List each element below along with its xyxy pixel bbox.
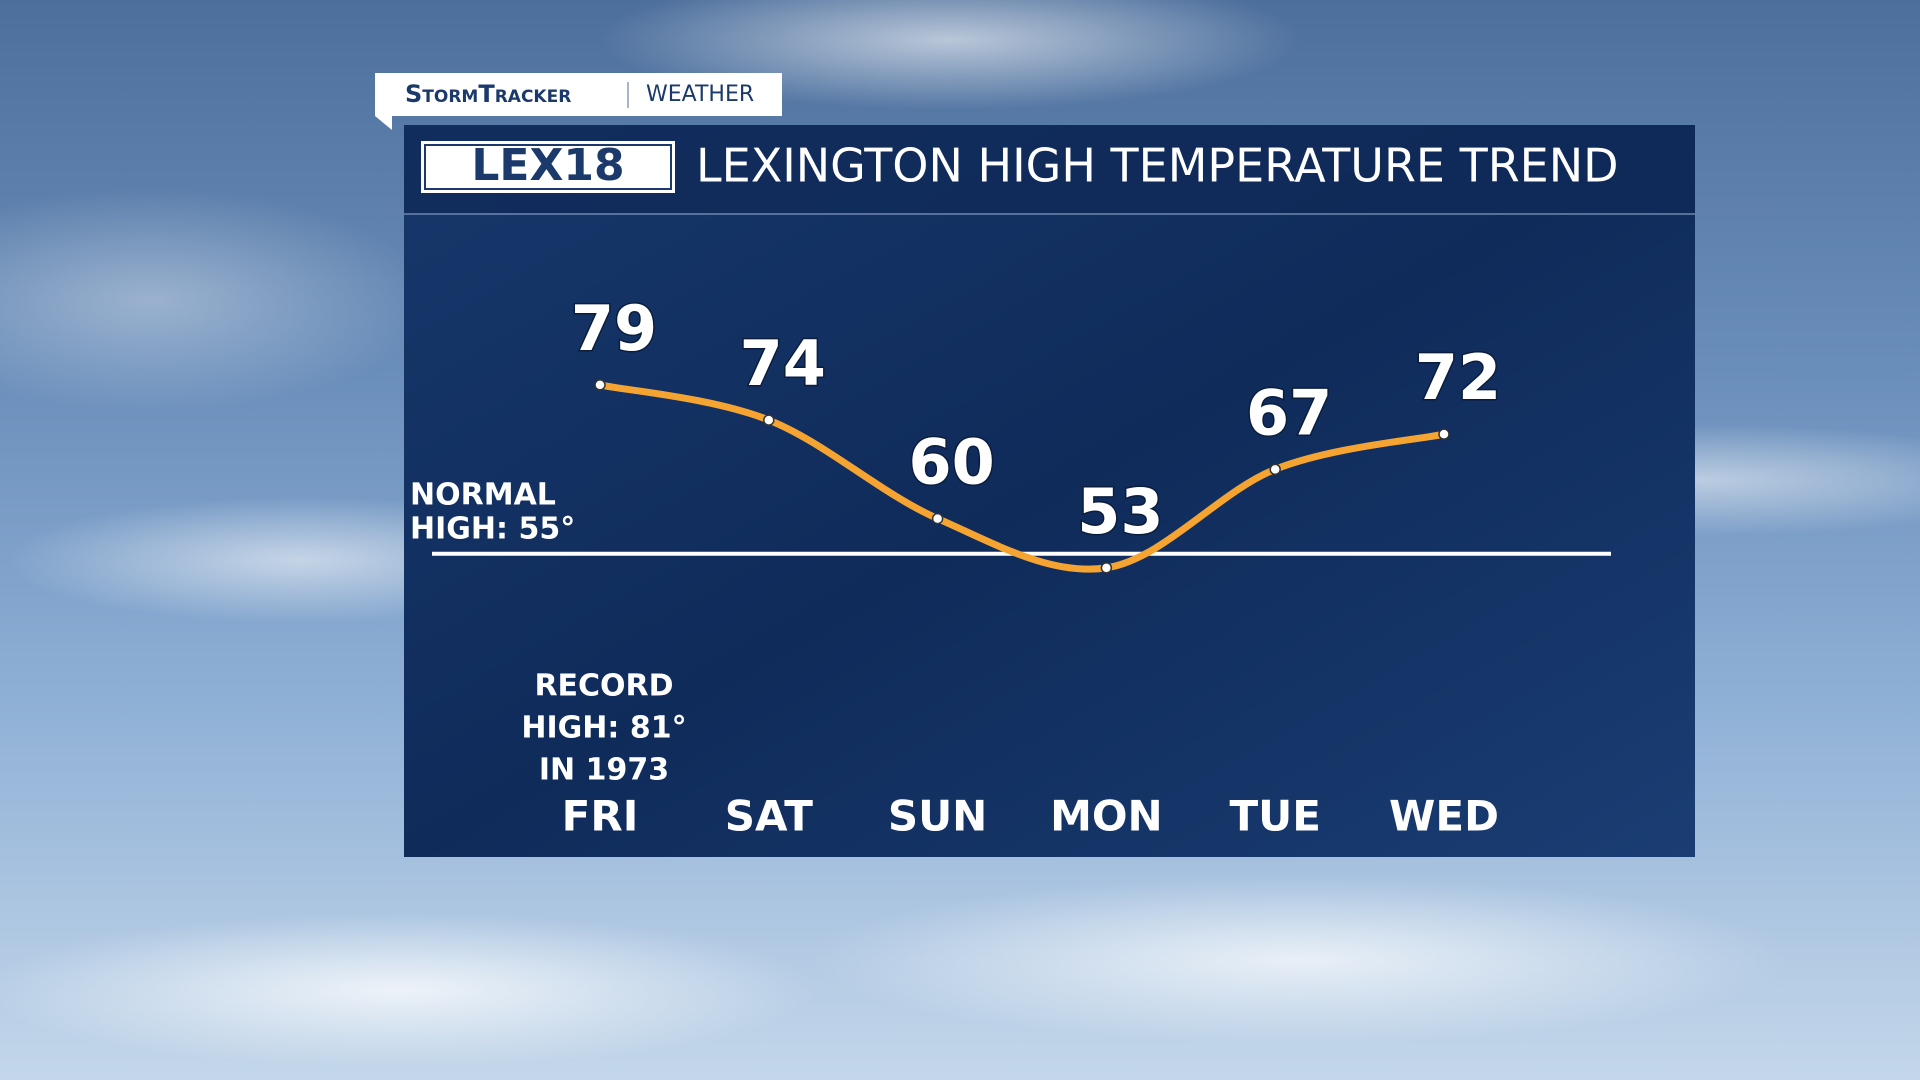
logo-box [421,141,675,193]
point [1100,562,1113,574]
normal-label: HIGH: 55° [410,512,575,547]
value-label: 60 [908,426,994,499]
normal-label: NORMAL [410,478,556,513]
value-label: 79 [571,292,657,365]
brand-section: WEATHER [646,82,754,107]
record-label: HIGH: 81° [521,711,686,746]
value-label: 72 [1415,341,1501,414]
record-label: IN 1973 [539,753,669,788]
chart-title: LEXINGTON HIGH TEMPERATURE TREND [696,139,1619,193]
x-tick-label: MON [1050,792,1163,841]
brand-name: StormTracker [405,80,571,108]
point [931,512,944,525]
logo-frame [424,144,672,190]
point [1269,463,1281,476]
value-label: 74 [740,327,826,400]
panel [404,125,1695,857]
point [763,414,775,426]
value-label: 53 [1077,475,1163,548]
value-label: 67 [1246,376,1332,449]
brand-tab [375,73,782,130]
x-tick-label: SAT [725,792,813,841]
x-tick-label: TUE [1229,792,1320,841]
logo: LEX18 [471,140,624,191]
x-tick-label: SUN [888,792,988,841]
x-tick-label: FRI [562,792,639,841]
point [1438,428,1450,440]
x-tick-label: WED [1389,792,1499,841]
record-label: RECORD [534,669,673,704]
temperature-line [596,381,1448,573]
point [594,379,606,391]
